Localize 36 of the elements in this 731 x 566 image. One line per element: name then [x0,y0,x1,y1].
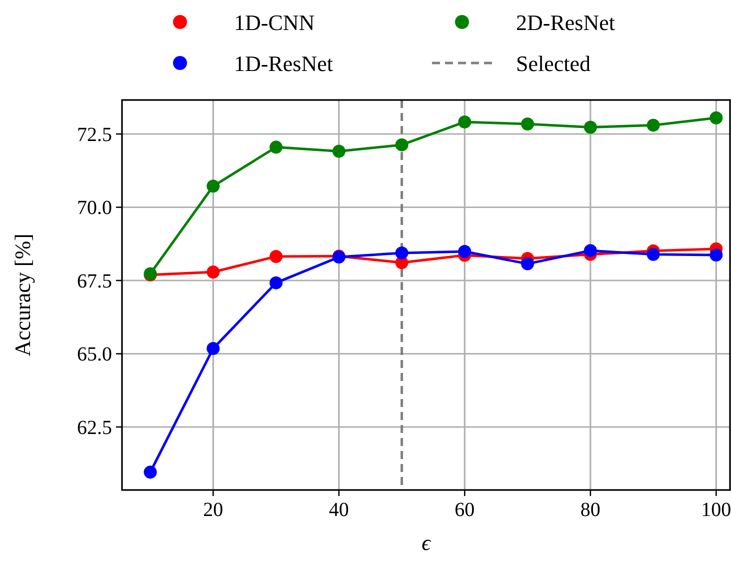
point [395,138,408,152]
legend-label: 2D-ResNet [516,10,615,35]
x-tick-label: 80 [580,499,600,521]
point [458,244,472,258]
point [270,140,283,154]
point [521,118,534,131]
point [710,248,723,262]
y-tick-label: 70.0 [77,197,112,220]
legend-label: 1D-CNN [234,10,315,35]
point [521,257,534,270]
point [206,180,220,193]
point [144,466,157,479]
x-tick-label: 20 [203,499,224,521]
point [646,118,660,132]
y-tick-label: 67.5 [77,270,112,292]
point [206,266,220,278]
point [270,276,283,290]
point [270,250,283,263]
point [710,111,723,124]
point [584,120,597,134]
y-tick-label: 62.5 [77,417,112,439]
point [332,144,346,158]
point [458,115,472,128]
x-tick-label: 40 [328,499,349,521]
y-tick-label: 72.5 [77,124,112,146]
point [646,248,660,261]
legend-label: Selected [516,51,591,76]
x-tick-label: 100 [701,499,731,521]
y-axis-title: Accuracy [%] [10,234,35,356]
y-tick-label: 65.0 [77,344,112,366]
legend-label: 1D-ResNet [234,51,333,76]
x-axis-title: ϵ [422,530,432,555]
point [395,246,408,260]
x-tick-label: 60 [454,499,475,521]
point [206,342,220,355]
point [584,244,597,258]
